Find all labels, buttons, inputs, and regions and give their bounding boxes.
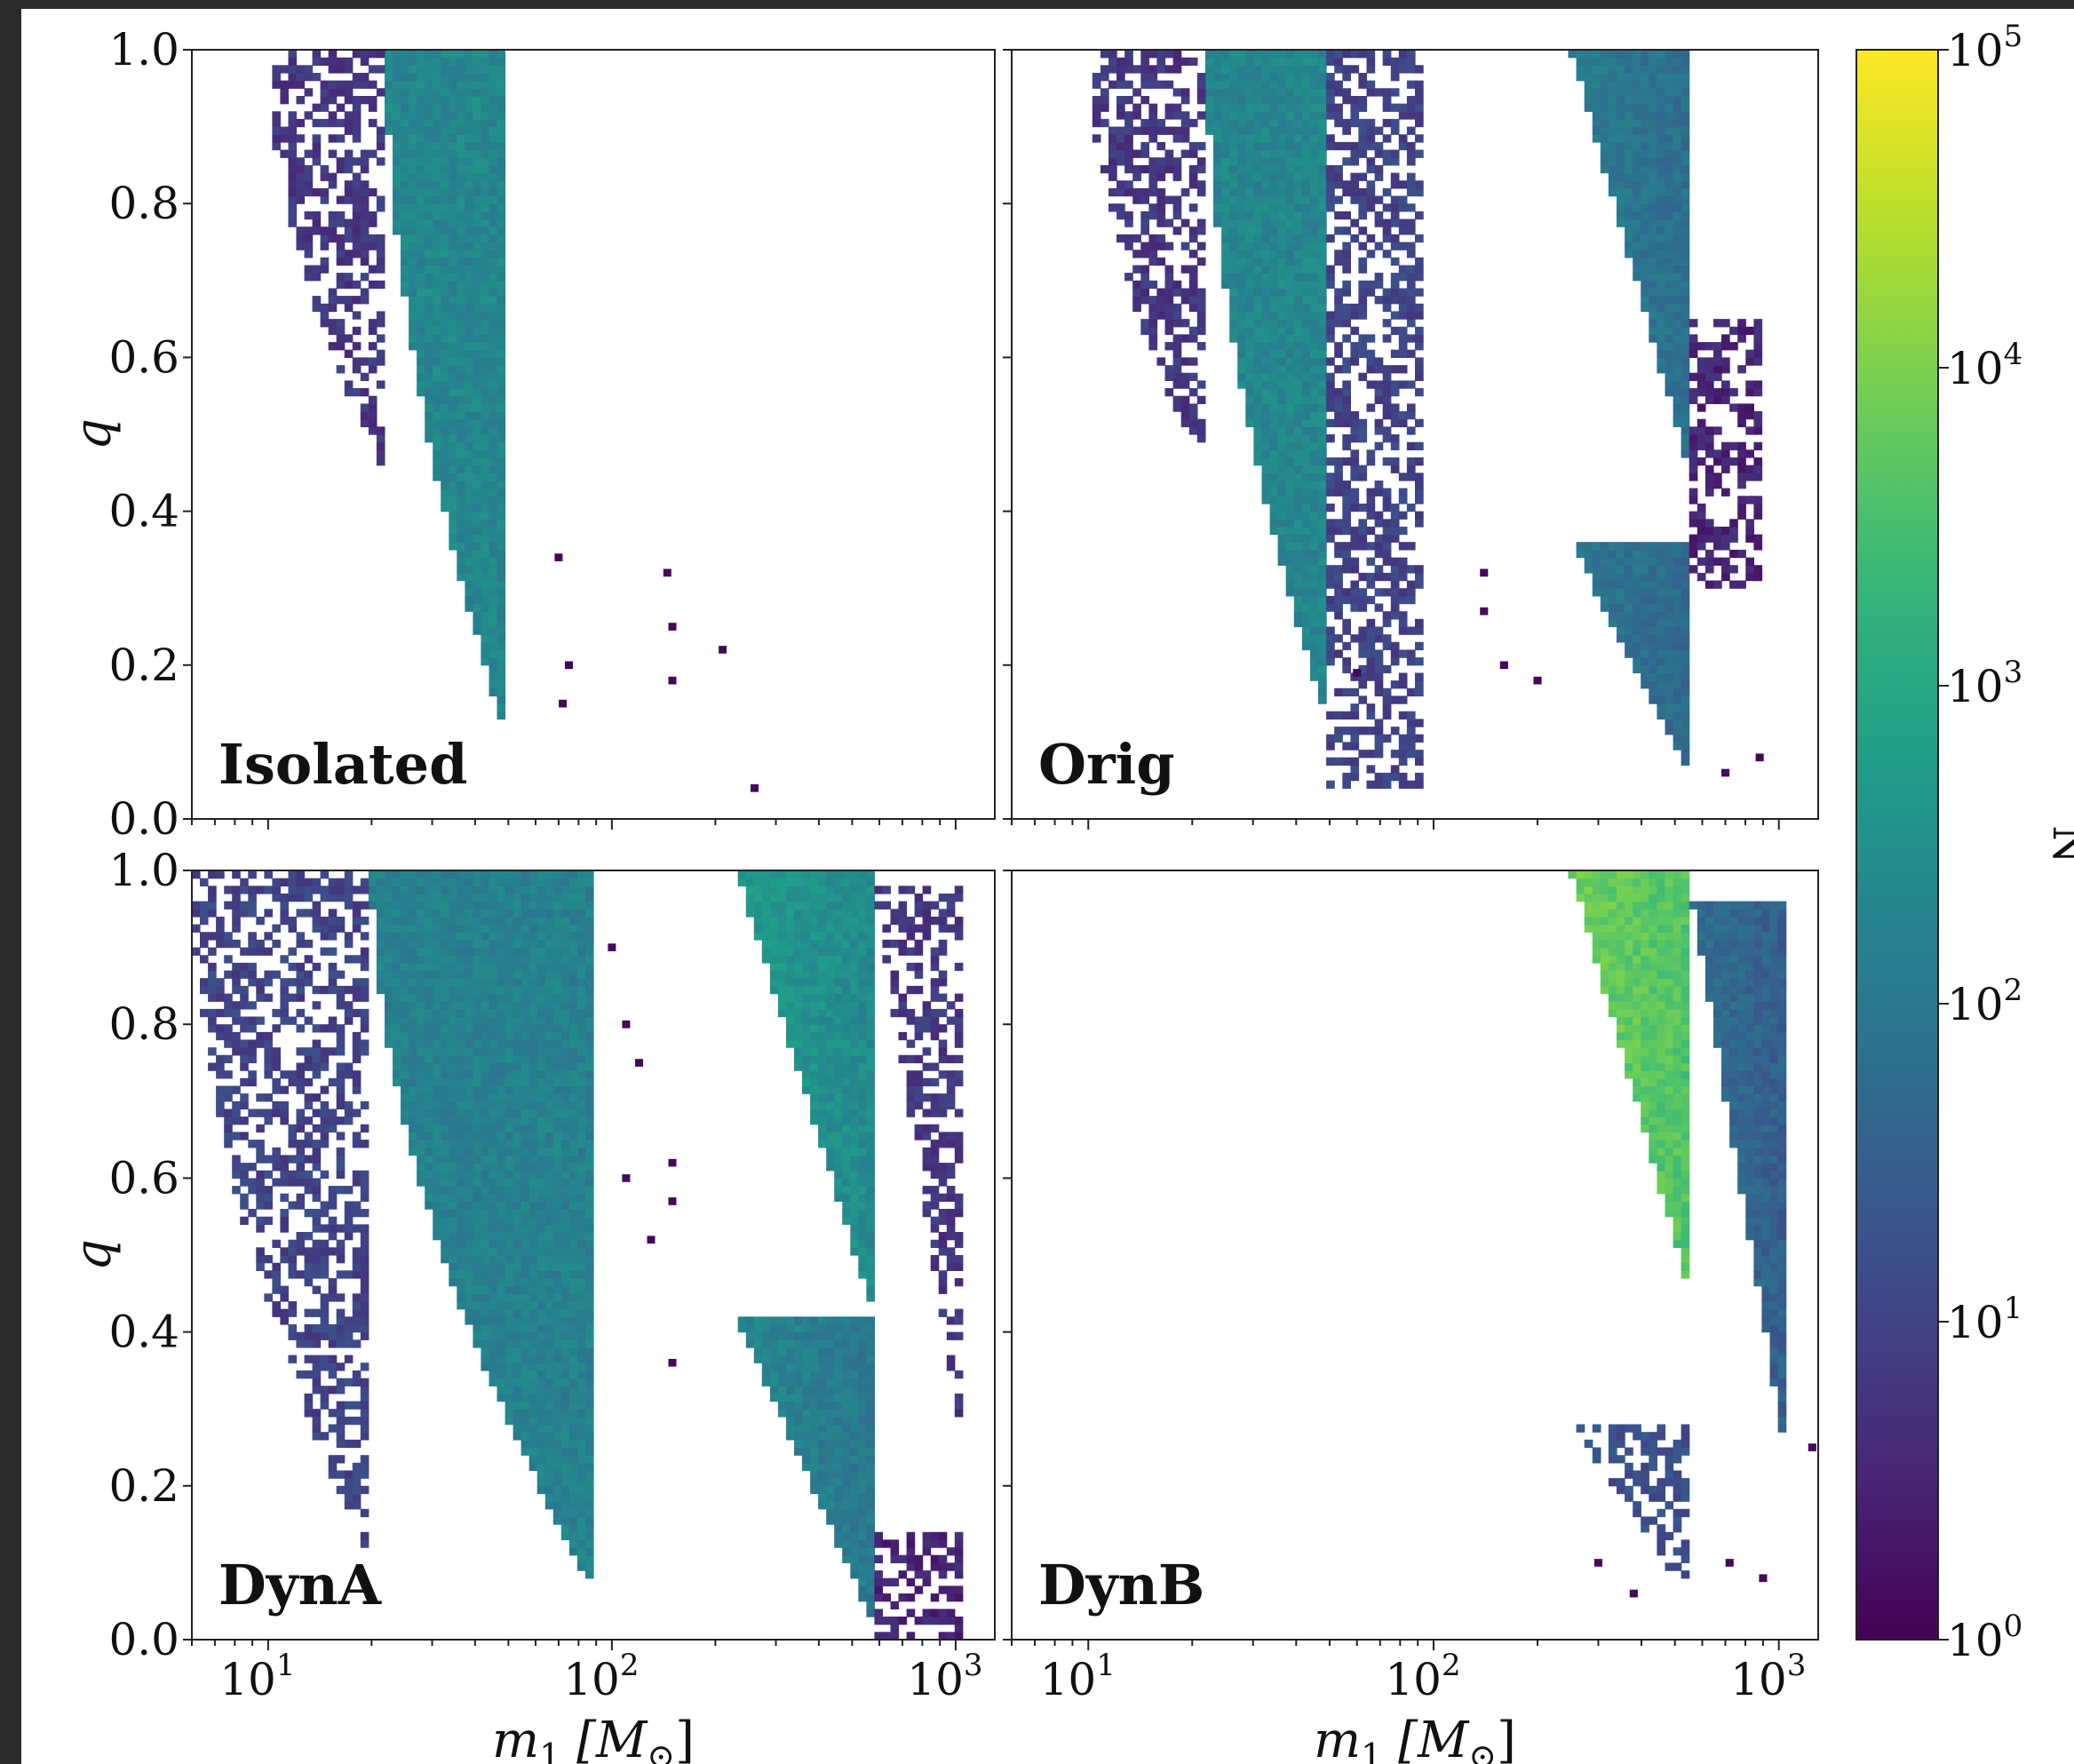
y-tick-label: 0.4 xyxy=(108,1307,179,1358)
figure: 0.0 0.2 0.4 0.6 0.8 1.0 q Isolated Orig 0.0 0.2 0.4… xyxy=(21,9,2074,1764)
density-region xyxy=(1204,50,1327,704)
scatter-point xyxy=(647,1236,656,1244)
y-tick-label: 0.0 xyxy=(108,1614,179,1665)
density-region xyxy=(1689,901,1787,1433)
panel-isolated: 0.0 0.2 0.4 0.6 0.8 1.0 q Isolated xyxy=(65,24,996,845)
colorbar-frame xyxy=(1855,49,1939,1641)
density-region xyxy=(1568,50,1690,458)
scatter-point xyxy=(1755,753,1764,762)
y-tick-label: 0.8 xyxy=(108,998,179,1050)
colorbar-label: N xyxy=(2043,825,2074,864)
colorbar-tick-label: 100 xyxy=(1947,1609,2022,1666)
scatter-point xyxy=(1480,607,1489,616)
density-region xyxy=(368,870,594,1579)
panel-label: DynB xyxy=(1038,1553,1204,1617)
scatter-point xyxy=(668,676,677,685)
x-tick-label: 103 xyxy=(907,1648,982,1705)
scatter-point xyxy=(1808,1443,1816,1451)
density-region xyxy=(737,1316,875,1617)
scatter-point xyxy=(668,1358,677,1367)
x-tick-label: 103 xyxy=(1730,1648,1806,1705)
panel-label: Isolated xyxy=(219,732,467,797)
scatter-point xyxy=(565,661,573,670)
scatter-point xyxy=(554,553,563,561)
y-tick-label: 0.4 xyxy=(108,486,179,537)
colorbar-tick-label: 103 xyxy=(1947,655,2022,712)
colorbar-tick-label: 101 xyxy=(1947,1291,2022,1348)
density-region xyxy=(874,886,964,1418)
colorbar-tick-label: 105 xyxy=(1947,19,2022,76)
scatter-point xyxy=(1725,1559,1734,1567)
y-axis-label: q xyxy=(65,418,123,450)
x-tick-label: 101 xyxy=(1040,1648,1116,1705)
scatter-point xyxy=(608,943,616,951)
y-tick-label: 0.2 xyxy=(108,640,179,691)
y-tick-label: 0.2 xyxy=(108,1460,179,1512)
density-region xyxy=(874,1531,964,1641)
colorbar-tick-label: 102 xyxy=(1947,973,2022,1030)
density-region xyxy=(1576,542,1690,766)
panel-frame xyxy=(1011,870,1819,1641)
colorbar-tick-label: 104 xyxy=(1947,337,2022,394)
y-tick-label: 0.0 xyxy=(108,793,179,845)
scatter-point xyxy=(622,1020,631,1029)
scatter-point xyxy=(1533,676,1542,685)
y-tick-label: 0.8 xyxy=(108,178,179,229)
scatter-point xyxy=(622,1174,631,1182)
density-region xyxy=(1092,50,1206,443)
colorbar: 100 101 102 103 104 105 N xyxy=(1855,19,2074,1666)
y-tick-label: 1.0 xyxy=(108,845,179,896)
x-axis-label: m1 [M⊙] xyxy=(492,1712,695,1764)
density-region xyxy=(272,50,385,466)
density-region xyxy=(1689,319,1763,589)
y-tick-label: 0.6 xyxy=(108,1152,179,1204)
scatter-point xyxy=(1480,568,1489,577)
scatter-point xyxy=(559,699,568,708)
density-region xyxy=(1568,870,1690,1279)
scatter-point xyxy=(1593,1559,1602,1567)
scatter-point xyxy=(1629,1589,1638,1598)
x-axis-label: m1 [M⊙] xyxy=(1314,1712,1516,1764)
y-tick-label: 1.0 xyxy=(108,24,179,75)
scatter-point xyxy=(668,623,677,631)
y-axis-label: q xyxy=(65,1239,123,1271)
y-tick-label: 0.6 xyxy=(108,331,179,383)
density-region xyxy=(192,870,370,1548)
scatter-point xyxy=(1353,669,1362,677)
scatter-point xyxy=(1721,768,1730,777)
x-tick-label: 102 xyxy=(563,1648,639,1705)
density-region xyxy=(737,870,875,1302)
panel-orig: Orig xyxy=(1003,49,1819,830)
scatter-point xyxy=(635,1059,643,1067)
x-tick-label: 102 xyxy=(1385,1648,1460,1705)
density-region xyxy=(385,50,506,720)
panel-dyna: 0.0 0.2 0.4 0.6 0.8 1.0 101 102 103 m1 [M⊙] q DynA xyxy=(65,845,996,1764)
panel-dynb: 101 102 103 m1 [M⊙] DynB xyxy=(1003,870,1819,1764)
panel-label: Orig xyxy=(1038,732,1175,797)
panel-frame xyxy=(1011,49,1819,820)
heatmap-chart: 0.0 0.2 0.4 0.6 0.8 1.0 q Isolated Orig 0.0 0.2 0.4… xyxy=(65,19,2074,1764)
panel-label: DynA xyxy=(219,1553,382,1617)
density-region xyxy=(1326,50,1424,789)
panel-frame xyxy=(191,870,996,1641)
density-region xyxy=(1576,1424,1690,1579)
scatter-point xyxy=(751,784,759,792)
scatter-point xyxy=(668,1197,677,1205)
x-tick-label: 101 xyxy=(219,1648,295,1705)
scatter-point xyxy=(1759,1574,1768,1583)
scatter-point xyxy=(663,568,671,577)
colorbar-gradient xyxy=(1856,50,1938,1640)
scatter-point xyxy=(719,646,727,654)
scatter-point xyxy=(668,1158,677,1167)
panel-frame xyxy=(191,49,996,820)
scatter-point xyxy=(1499,661,1508,670)
